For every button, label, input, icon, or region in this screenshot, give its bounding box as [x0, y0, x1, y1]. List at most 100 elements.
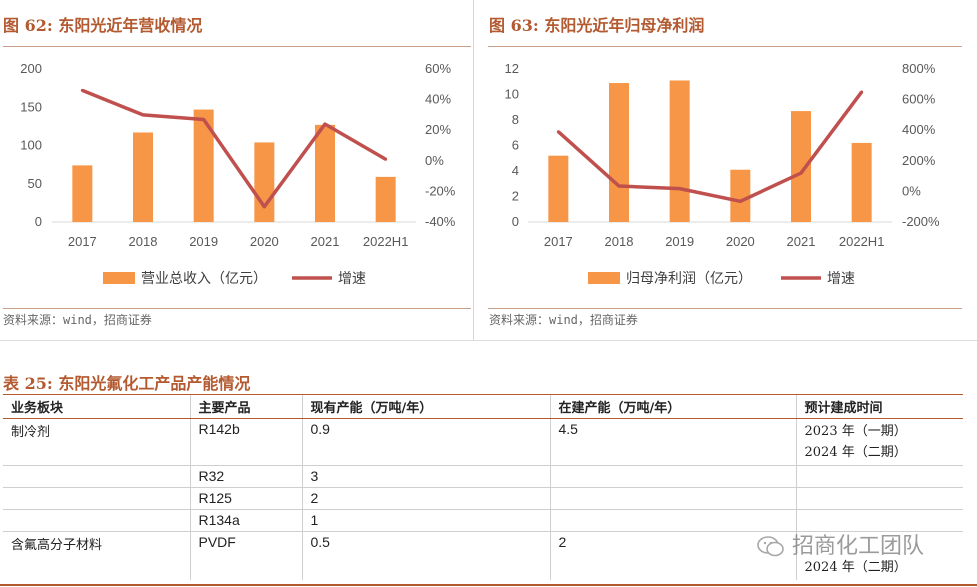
- table-25-title: 表 25: 东阳光氟化工产品产能情况: [3, 374, 251, 393]
- line-point: [738, 199, 742, 203]
- cell-product: R134a: [189, 509, 302, 532]
- line-point: [80, 88, 84, 92]
- bar: [730, 169, 751, 222]
- header-product: 主要产品: [189, 394, 302, 419]
- growth-line: [81, 88, 387, 209]
- line-point: [617, 184, 621, 188]
- line-point: [678, 187, 682, 191]
- right-axis-tick: 20%: [425, 122, 451, 137]
- left-axis-tick: 200: [20, 61, 42, 76]
- x-axis-tick: 2017: [68, 234, 97, 249]
- figure-62-source: 资料来源：wind，招商证券: [3, 313, 152, 327]
- cell-existing: 2: [301, 487, 550, 510]
- table-row: R134a 1: [3, 509, 963, 532]
- table-header-row: 业务板块 主要产品 现有产能（万吨/年） 在建产能（万吨/年） 预计建成时间: [3, 394, 963, 419]
- cell-segment: [3, 509, 190, 532]
- left-axis-tick: 10: [505, 87, 519, 102]
- x-axis-tick: 2017: [544, 234, 573, 249]
- legend-bar-label: 归母净利润（亿元）: [626, 270, 752, 286]
- cell-existing: 0.5: [301, 531, 550, 580]
- left-axis-tick: 50: [28, 176, 42, 191]
- legend-line-label: 增速: [827, 270, 855, 286]
- bar: [609, 83, 629, 223]
- bar: [315, 124, 335, 222]
- right-axis-tick: -40%: [425, 214, 456, 229]
- revenue-chart: 0 50 100 150 200 -40% -20% 0% 20% 40% 60% 2017 2018 2…: [20, 61, 456, 286]
- x-axis-tick: 2022H1: [363, 234, 409, 249]
- right-axis-tick: 800%: [902, 61, 936, 76]
- right-axis-tick: -20%: [425, 183, 456, 198]
- cell-existing: 3: [301, 465, 550, 488]
- right-axis-tick: 0%: [425, 153, 444, 168]
- legend-bar-label: 营业总收入（亿元）: [141, 270, 267, 286]
- header-existing-capacity: 现有产能（万吨/年）: [301, 394, 550, 419]
- cell-under-construction: 2: [549, 531, 796, 580]
- cell-segment: 含氟高分子材料: [3, 531, 190, 580]
- table-row: 含氟高分子材料 PVDF 0.5 2 2024 年（二期）: [3, 531, 963, 580]
- cell-product: R125: [189, 487, 302, 510]
- right-axis-tick: -200%: [902, 214, 940, 229]
- x-axis-tick: 2020: [726, 234, 755, 249]
- net-profit-chart: 0 2 4 6 8 10 12 -200% 0% 200% 400% 600% 800% 2017 2018…: [505, 61, 940, 286]
- left-axis-tick: 2: [512, 189, 519, 204]
- cell-timeline: [795, 487, 963, 510]
- header-completion-time: 预计建成时间: [795, 394, 963, 419]
- cell-timeline: [795, 465, 963, 488]
- right-axis-tick: 600%: [902, 92, 936, 107]
- right-axis-tick: 0%: [902, 183, 921, 198]
- legend-bar-swatch: [103, 272, 135, 284]
- bar: [193, 109, 214, 222]
- watermark-text: 招商化工团队: [792, 534, 925, 559]
- x-axis-tick: 2018: [129, 234, 158, 249]
- figure-63-title: 图 63: 东阳光近年归母净利润: [489, 16, 705, 35]
- left-axis-tick: 12: [505, 61, 519, 76]
- capacity-table: 业务板块 主要产品 现有产能（万吨/年） 在建产能（万吨/年） 预计建成时间 制…: [3, 394, 963, 580]
- cell-under-construction: [549, 509, 796, 532]
- x-axis-tick: 2021: [787, 234, 816, 249]
- right-axis-tick: 60%: [425, 61, 451, 76]
- bar: [669, 80, 690, 222]
- table-row: R125 2: [3, 487, 963, 510]
- x-axis-tick: 2019: [665, 234, 694, 249]
- bar: [548, 155, 569, 222]
- line-point: [384, 157, 388, 161]
- cell-segment: [3, 465, 190, 488]
- right-axis-tick: 400%: [902, 122, 936, 137]
- cell-under-construction: [549, 465, 796, 488]
- header-segment: 业务板块: [3, 394, 190, 419]
- line-point: [262, 205, 266, 209]
- x-axis-tick: 2018: [605, 234, 634, 249]
- cell-product: R142b: [189, 418, 302, 466]
- left-axis-tick: 8: [512, 112, 519, 127]
- wechat-icon: [757, 536, 784, 557]
- cell-segment: 制冷剂: [11, 425, 51, 440]
- bar: [72, 165, 93, 222]
- cell-under-construction: [549, 487, 796, 510]
- left-axis-tick: 6: [512, 138, 519, 153]
- x-axis-tick: 2020: [250, 234, 279, 249]
- bar: [375, 176, 396, 222]
- cell-timeline: 2024 年（二期）: [795, 531, 963, 580]
- timeline-line: 2024 年（二期）: [804, 445, 907, 460]
- bar: [254, 142, 275, 222]
- line-point: [860, 90, 864, 94]
- figure-62-title: 图 62: 东阳光近年营收情况: [3, 16, 203, 35]
- bar: [133, 132, 153, 222]
- cell-under-construction: 4.5: [549, 418, 796, 466]
- figure-63-source: 资料来源：wind，招商证券: [489, 313, 638, 327]
- line-point: [202, 117, 206, 121]
- left-axis-tick: 0: [35, 214, 42, 229]
- x-axis-tick: 2021: [311, 234, 340, 249]
- cell-timeline: 2023 年（一期） 2024 年（二期）: [795, 418, 963, 466]
- bar: [791, 111, 811, 222]
- table-row: 制冷剂 R142b 0.9 4.5 2023 年（一期） 2024 年（二期）: [3, 418, 963, 466]
- right-axis-tick: 200%: [902, 153, 936, 168]
- left-axis-tick: 4: [512, 163, 519, 178]
- line-point: [799, 171, 803, 175]
- growth-line: [557, 90, 864, 204]
- legend-bar-swatch: [588, 272, 620, 284]
- right-axis-tick: 40%: [425, 92, 451, 107]
- x-axis-tick: 2019: [189, 234, 218, 249]
- line-point: [556, 130, 560, 134]
- line-point: [323, 122, 327, 126]
